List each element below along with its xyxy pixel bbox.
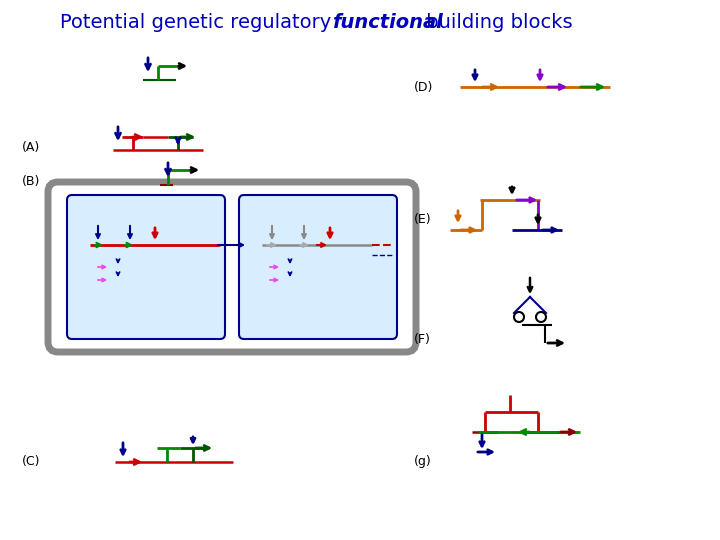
Text: (F): (F) [414, 334, 431, 347]
Text: (B): (B) [22, 176, 40, 188]
Text: functional: functional [332, 13, 443, 32]
FancyBboxPatch shape [239, 195, 397, 339]
Text: Potential genetic regulatory: Potential genetic regulatory [60, 13, 338, 32]
Text: (A): (A) [22, 140, 40, 153]
FancyBboxPatch shape [48, 182, 416, 352]
Text: building blocks: building blocks [420, 13, 572, 32]
Text: (D): (D) [414, 80, 433, 93]
Text: (E): (E) [414, 213, 431, 226]
Circle shape [514, 312, 524, 322]
Text: (C): (C) [22, 456, 40, 469]
Text: (g): (g) [414, 456, 432, 469]
FancyBboxPatch shape [67, 195, 225, 339]
Circle shape [536, 312, 546, 322]
